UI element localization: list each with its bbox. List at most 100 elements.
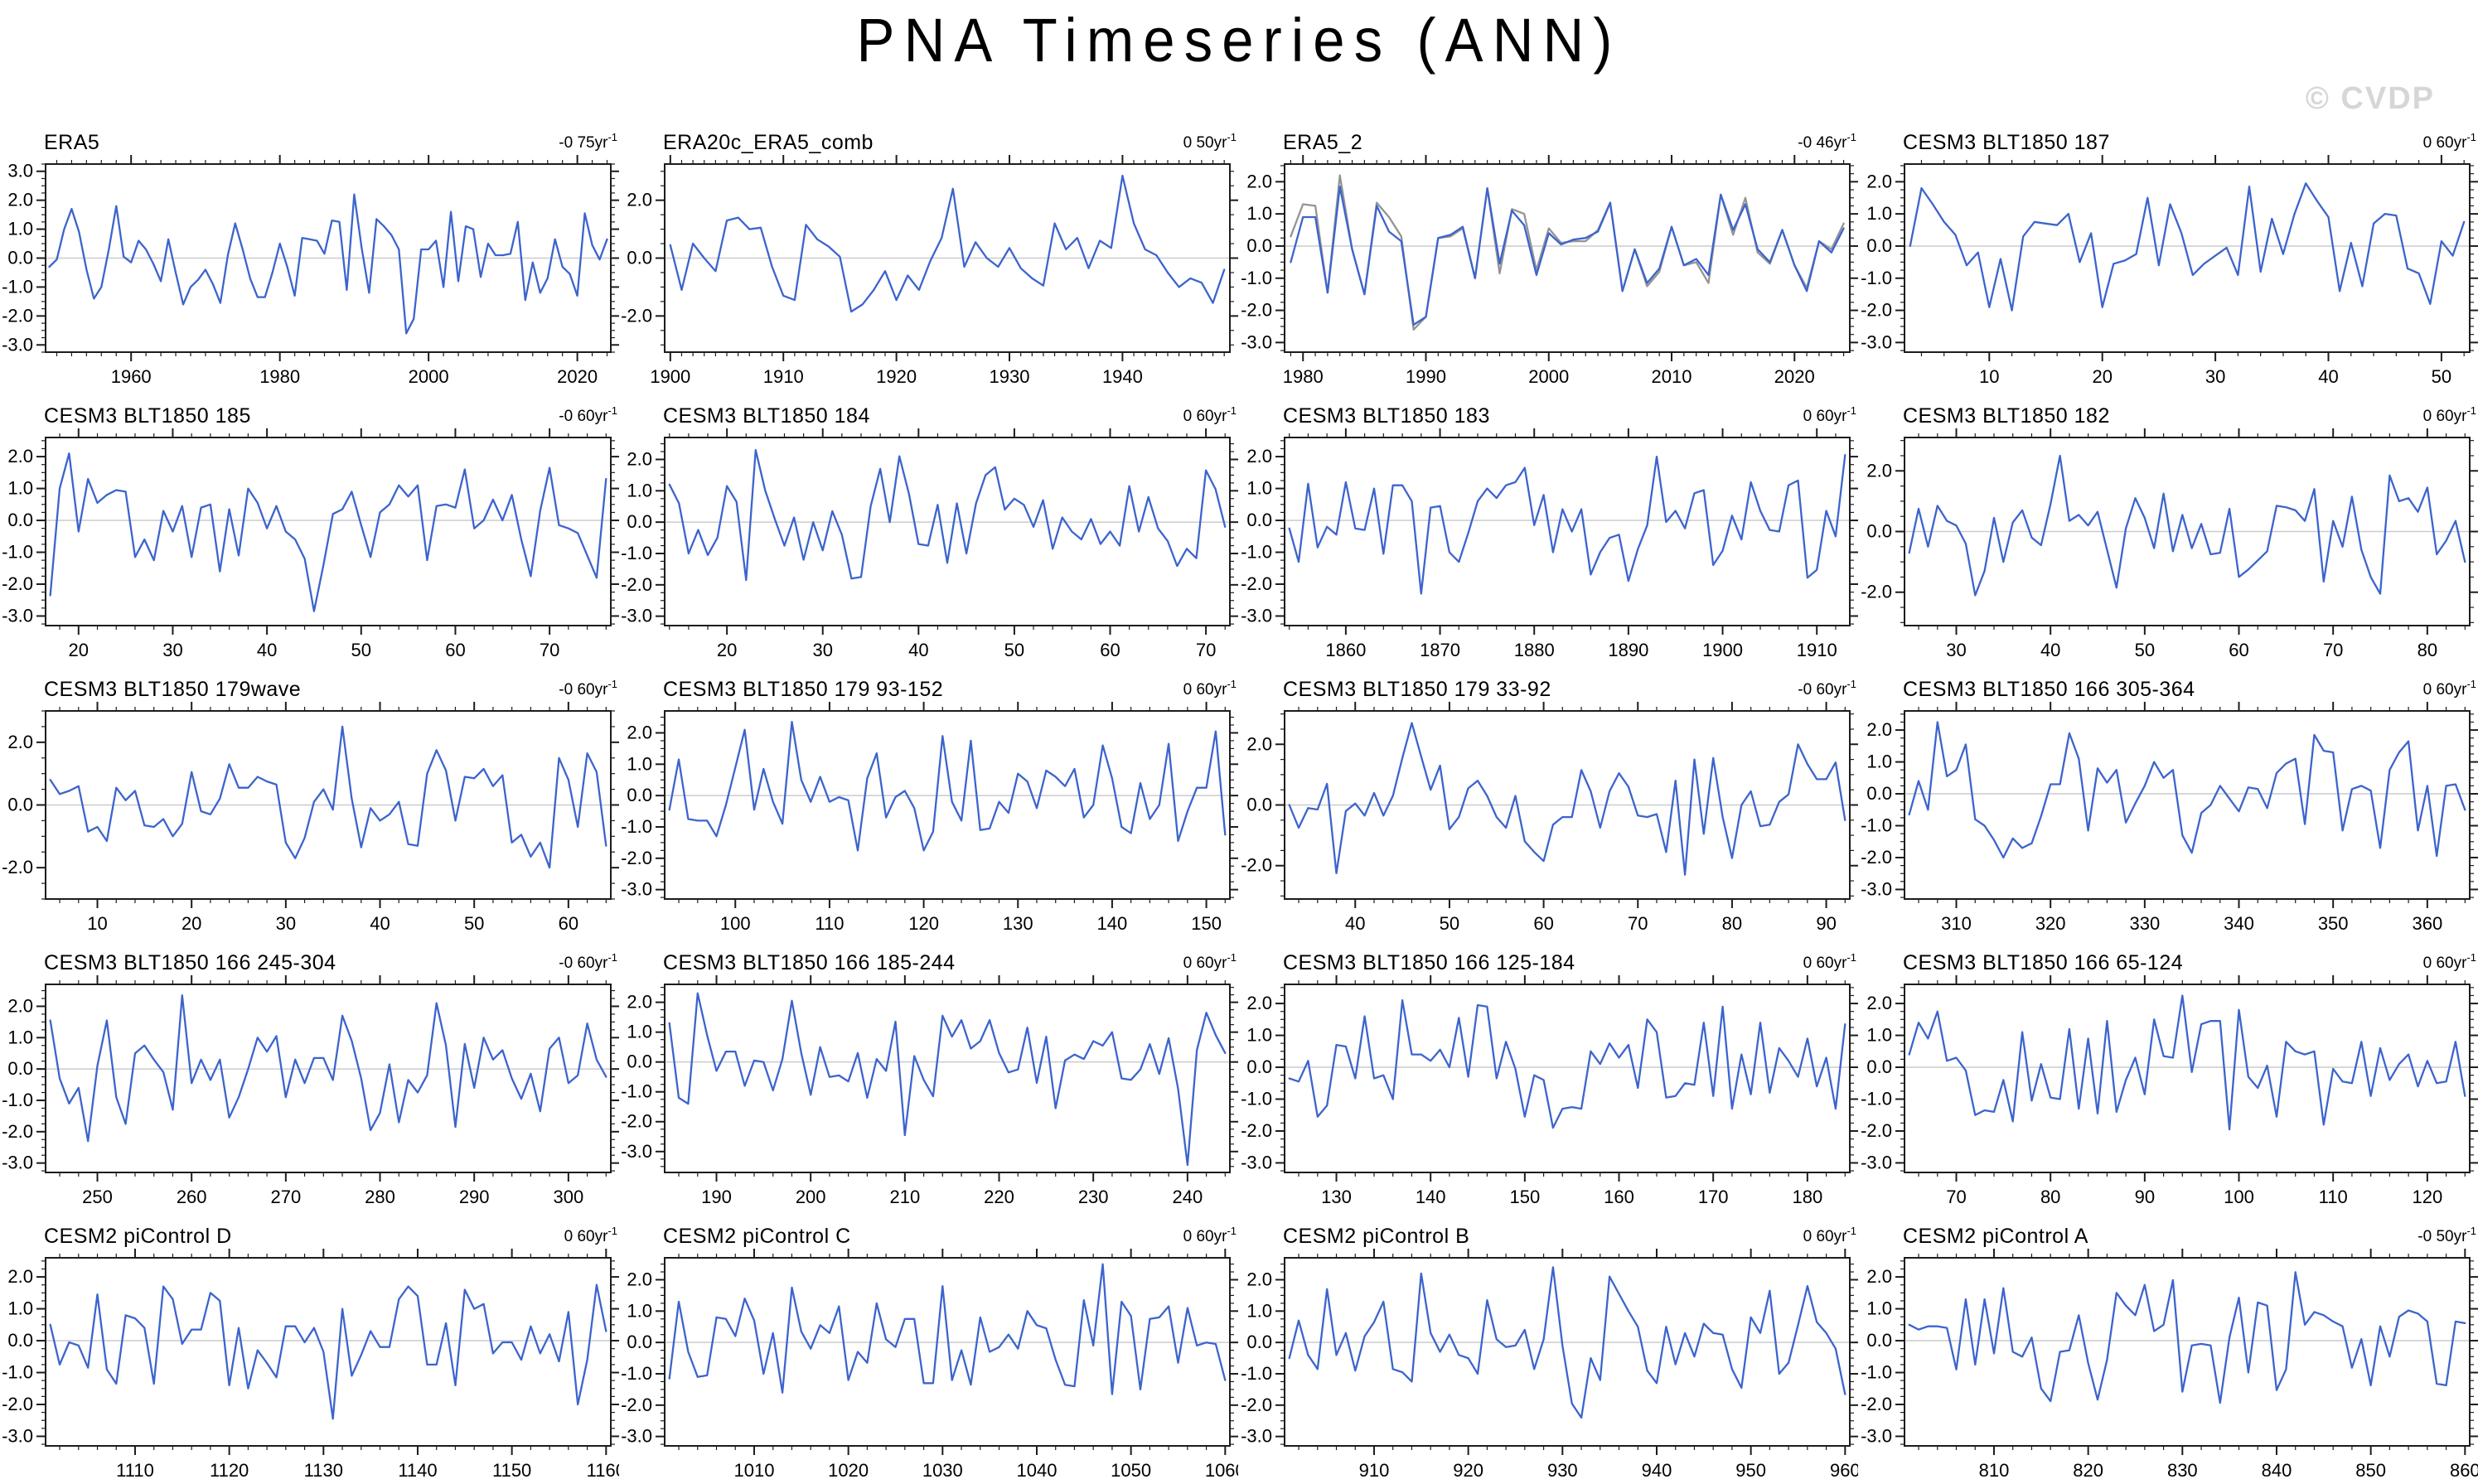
y-tick-label: 1.0 bbox=[7, 1027, 33, 1047]
series-line bbox=[1908, 994, 2466, 1131]
panel-title: CESM3 BLT1850 166 65-124 bbox=[1903, 951, 2183, 974]
x-tick-label: 30 bbox=[162, 640, 182, 660]
x-tick-label: 60 bbox=[445, 640, 465, 660]
timeseries-panel-era5: 1960 1980 2000 2020 3.0 2.0 1.0 0.0 -1.0 -2.0 -3.0… bbox=[2, 131, 619, 387]
plot-frame bbox=[1284, 1257, 1851, 1447]
y-tick-label: -2.0 bbox=[1861, 1394, 1892, 1414]
y-tick-label: -3.0 bbox=[621, 606, 652, 626]
series-line bbox=[669, 174, 1226, 313]
y-tick-label: -2.0 bbox=[1241, 855, 1272, 876]
y-tick-label: 2.0 bbox=[1246, 993, 1272, 1013]
x-tick-label: 150 bbox=[1191, 913, 1222, 934]
y-tick-label: -2.0 bbox=[621, 1395, 652, 1415]
timeseries-panel-cesm3-blt1850-179wave: 10 20 30 40 50 60 2.0 0.0 -2.0 CESM3 BLT1850 179w… bbox=[2, 678, 619, 934]
panel-title: CESM3 BLT1850 166 125-184 bbox=[1283, 951, 1575, 974]
series-line bbox=[1290, 186, 1845, 326]
x-tick-label: 1870 bbox=[1420, 640, 1460, 660]
x-tick-label: 1900 bbox=[650, 366, 690, 387]
trend-label: -0 75yr-1 bbox=[559, 131, 617, 152]
x-tick-label: 960 bbox=[1830, 1460, 1858, 1481]
panel-title: CESM2 piControl B bbox=[1283, 1225, 1469, 1248]
x-tick-label: 160 bbox=[1604, 1187, 1634, 1207]
x-tick-label: 2020 bbox=[1774, 366, 1815, 387]
x-tick-label: 120 bbox=[2412, 1187, 2442, 1207]
panel-title: CESM3 BLT1850 166 305-364 bbox=[1903, 678, 2195, 701]
y-tick-label: 0.0 bbox=[627, 1332, 652, 1352]
y-tick-label: 0.0 bbox=[7, 510, 33, 530]
plot-frame bbox=[1904, 1257, 2471, 1447]
series-line bbox=[49, 1283, 607, 1420]
x-tick-label: 930 bbox=[1547, 1460, 1578, 1481]
y-tick-label: -2.0 bbox=[1241, 573, 1272, 594]
x-tick-label: 340 bbox=[2224, 913, 2254, 934]
y-tick-label: -2.0 bbox=[2, 1121, 33, 1142]
panel-title: CESM3 BLT1850 166 185-244 bbox=[663, 951, 956, 974]
y-tick-label: -3.0 bbox=[1861, 878, 1892, 899]
y-tick-label: 2.0 bbox=[7, 190, 33, 210]
x-tick-label: 40 bbox=[2040, 640, 2060, 660]
y-tick-label: -2.0 bbox=[1861, 1120, 1892, 1141]
y-tick-label: -3.0 bbox=[1241, 1152, 1272, 1172]
y-tick-label: 0.0 bbox=[1246, 795, 1272, 815]
timeseries-panel-cesm2-picontrol-c: 1010 1020 1030 1040 1050 1060 2.0 1.0 0.0 -1.0 -2.… bbox=[621, 1225, 1238, 1481]
x-tick-label: 860 bbox=[2450, 1460, 2478, 1481]
plot-frame bbox=[1284, 984, 1851, 1173]
y-tick-label: 0.0 bbox=[627, 785, 652, 805]
y-tick-label: 0.0 bbox=[1246, 235, 1272, 256]
plot-frame bbox=[664, 1257, 1231, 1447]
y-tick-label: -2.0 bbox=[2, 305, 33, 326]
x-tick-label: 50 bbox=[351, 640, 371, 660]
x-tick-label: 300 bbox=[553, 1187, 583, 1207]
x-tick-label: 1960 bbox=[111, 366, 152, 387]
panel-title: CESM3 BLT1850 182 bbox=[1903, 404, 2110, 428]
y-tick-label: 0.0 bbox=[1866, 783, 1892, 804]
x-tick-label: 80 bbox=[1722, 913, 1742, 934]
series-line bbox=[668, 992, 1227, 1167]
trend-label: 0 60yr-1 bbox=[2423, 404, 2476, 425]
timeseries-panel-era5-2: 1980 1990 2000 2010 2020 2.0 1.0 0.0 -1.0 -2.0 -3.… bbox=[1241, 131, 1858, 387]
y-tick-label: 2.0 bbox=[1246, 733, 1272, 754]
trend-label: 0 60yr-1 bbox=[564, 1225, 617, 1245]
y-tick-label: -1.0 bbox=[2, 1362, 33, 1383]
series-line bbox=[668, 448, 1227, 582]
x-tick-label: 50 bbox=[1004, 640, 1024, 660]
x-tick-label: 1930 bbox=[990, 366, 1030, 387]
timeseries-panel-cesm2-picontrol-a: 810 820 830 840 850 860 2.0 1.0 0.0 -1.0 -2.0 -3.0 C… bbox=[1861, 1225, 2478, 1481]
trend-label: -0 50yr-1 bbox=[2418, 1225, 2476, 1245]
timeseries-panel-cesm3-blt1850-166-125-184: 130 140 150 160 170 180 2.0 1.0 0.0 -1.0 -2.0 -3.0 C… bbox=[1241, 951, 1858, 1207]
y-tick-label: -1.0 bbox=[1861, 815, 1892, 836]
x-tick-label: 20 bbox=[717, 640, 737, 660]
x-tick-label: 100 bbox=[2224, 1187, 2254, 1207]
x-tick-label: 1980 bbox=[259, 366, 300, 387]
y-tick-label: 0.0 bbox=[7, 248, 33, 268]
x-tick-label: 60 bbox=[559, 913, 578, 934]
y-tick-label: 1.0 bbox=[627, 1022, 652, 1042]
trend-label: 0 60yr-1 bbox=[1183, 1225, 1237, 1245]
x-tick-label: 260 bbox=[177, 1187, 207, 1207]
x-tick-label: 190 bbox=[701, 1187, 732, 1207]
trend-label: -0 60yr-1 bbox=[1798, 678, 1856, 698]
x-tick-label: 1120 bbox=[210, 1460, 249, 1481]
x-tick-label: 170 bbox=[1698, 1187, 1729, 1207]
x-tick-label: 290 bbox=[459, 1187, 490, 1207]
x-tick-label: 920 bbox=[1453, 1460, 1483, 1481]
panel-title: ERA5_2 bbox=[1283, 131, 1362, 154]
x-tick-label: 180 bbox=[1792, 1187, 1822, 1207]
y-tick-label: 2.0 bbox=[1866, 1266, 1892, 1287]
x-tick-label: 360 bbox=[2412, 913, 2442, 934]
x-tick-label: 130 bbox=[1003, 913, 1033, 934]
plot-frame bbox=[1284, 437, 1851, 626]
x-tick-label: 280 bbox=[365, 1187, 395, 1207]
cvdp-watermark: © CVDP bbox=[2305, 81, 2435, 116]
x-tick-label: 1860 bbox=[1325, 640, 1366, 660]
timeseries-panel-cesm3-blt1850-166-245-304: 250 260 270 280 290 300 2.0 1.0 0.0 -1.0 -2.0 -3.0 C… bbox=[2, 951, 619, 1207]
trend-label: -0 46yr-1 bbox=[1798, 131, 1856, 152]
trend-label: 0 60yr-1 bbox=[2423, 131, 2476, 152]
x-tick-label: 10 bbox=[1979, 366, 1999, 387]
x-tick-label: 50 bbox=[2432, 366, 2451, 387]
y-tick-label: 0.0 bbox=[627, 248, 652, 268]
x-tick-label: 1920 bbox=[876, 366, 917, 387]
series-line bbox=[1288, 454, 1846, 595]
x-tick-label: 1030 bbox=[922, 1460, 963, 1481]
plot-frame bbox=[1904, 984, 2471, 1173]
